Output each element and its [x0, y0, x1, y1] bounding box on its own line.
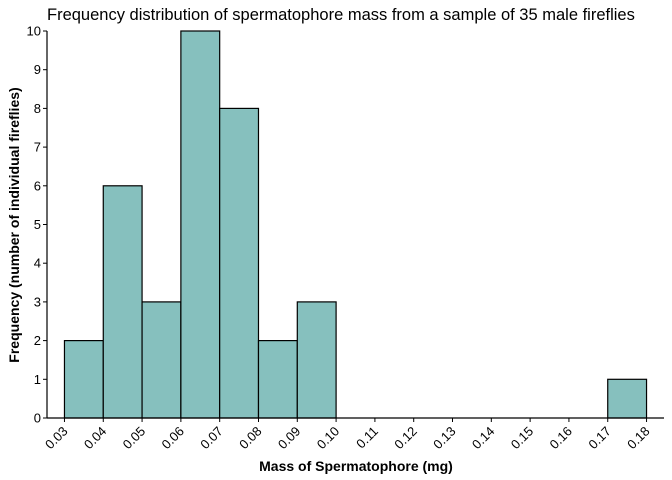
histogram-bar — [180, 30, 221, 419]
histogram-bar — [296, 301, 337, 419]
y-tick-label: 1 — [34, 372, 41, 387]
x-tick-label: 0.08 — [236, 424, 265, 453]
x-tick-label: 0.13 — [430, 424, 459, 453]
x-tick-label: 0.03 — [42, 424, 71, 453]
bars — [63, 30, 648, 419]
y-tick-label: 2 — [34, 333, 41, 348]
histogram-bar — [102, 185, 143, 419]
histogram-bar — [257, 340, 298, 419]
x-tick-label: 0.09 — [275, 424, 304, 453]
y-tick-label: 6 — [34, 178, 41, 193]
x-tick-label: 0.04 — [81, 424, 110, 453]
x-tick-label: 0.06 — [158, 424, 187, 453]
y-tick-label: 10 — [27, 24, 41, 39]
x-tick-label: 0.16 — [547, 424, 576, 453]
x-tick-label: 0.11 — [353, 424, 381, 452]
histogram-bar — [607, 378, 648, 419]
y-ticks: 0 1 2 3 4 5 6 7 8 9 10 — [27, 24, 47, 426]
y-tick-label: 8 — [34, 101, 41, 116]
x-axis-title: Mass of Spermatophore (mg) — [259, 458, 453, 474]
y-tick-label: 9 — [34, 62, 41, 77]
y-tick-label: 4 — [34, 256, 41, 271]
histogram-bar — [219, 107, 260, 419]
x-tick-label: 0.12 — [391, 424, 420, 453]
x-tick-label: 0.05 — [120, 424, 149, 453]
histogram-bar — [63, 340, 104, 419]
y-axis-title: Frequency (number of individual fireflie… — [6, 87, 22, 362]
x-tick-label: 0.18 — [624, 424, 653, 453]
x-tick-label: 0.17 — [585, 424, 614, 453]
histogram-bar — [141, 301, 182, 419]
x-tick-label: 0.14 — [469, 424, 498, 453]
y-tick-label: 0 — [34, 411, 41, 426]
x-ticks: 0.03 0.04 0.05 0.06 0.07 0.08 0.09 0.10 0.11 0.12… — [42, 418, 653, 452]
y-tick-label: 5 — [34, 217, 41, 232]
y-tick-label: 7 — [34, 140, 41, 155]
x-tick-label: 0.10 — [314, 424, 343, 453]
x-tick-label: 0.07 — [197, 424, 226, 453]
x-tick-label: 0.15 — [508, 424, 537, 453]
y-tick-label: 3 — [34, 294, 41, 309]
chart-title: Frequency distribution of spermatophore … — [47, 6, 635, 24]
